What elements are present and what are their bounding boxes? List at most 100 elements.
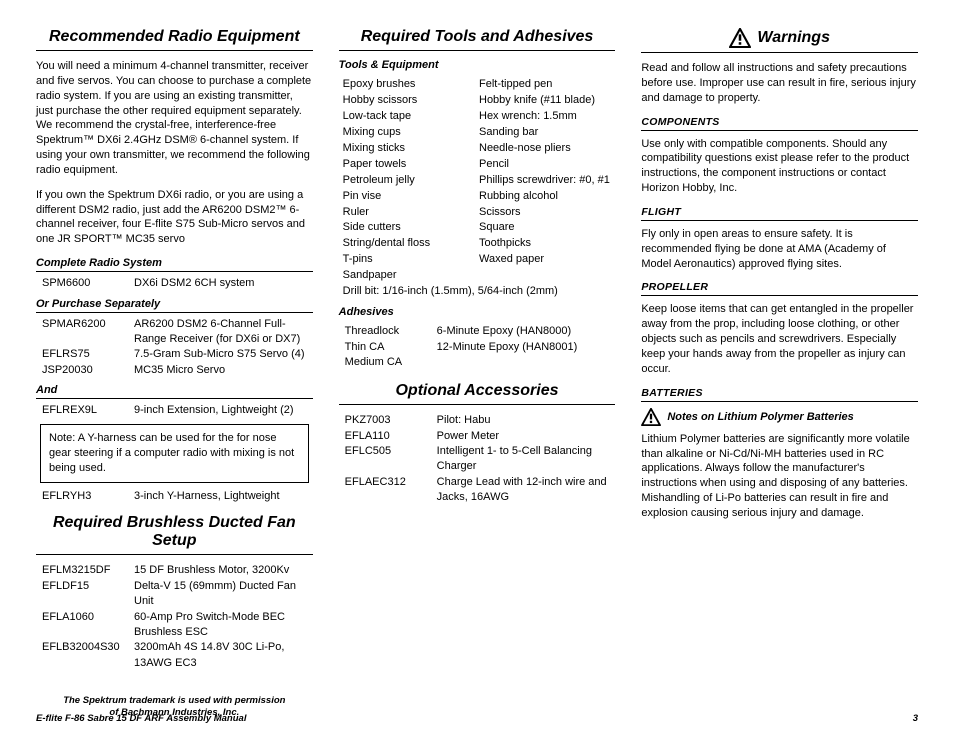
part-desc: Pilot: Habu	[437, 413, 616, 428]
tool-item: Mixing sticks	[343, 141, 479, 157]
components-text: Use only with compatible components. Sho…	[641, 137, 918, 196]
radio-intro-1: You will need a minimum 4-channel transm…	[36, 59, 313, 178]
tool-item: Phillips screwdriver: #0, #1	[479, 173, 615, 189]
part-number: PKZ7003	[339, 413, 437, 428]
note-box: Note: A Y-harness can be used for the fo…	[40, 424, 309, 483]
batteries-text: Lithium Polymer batteries are significan…	[641, 432, 918, 521]
column-1: Recommended Radio Equipment You will nee…	[36, 28, 313, 678]
part-desc: 3-inch Y-Harness, Lightweight	[134, 489, 313, 504]
tool-item: String/dental floss	[343, 236, 479, 252]
note-text: Note: A Y-harness can be used for the fo…	[49, 432, 294, 474]
tool-item: Side cutters	[343, 220, 479, 236]
part-desc: 60-Amp Pro Switch-Mode BEC Brushless ESC	[134, 610, 313, 641]
part-desc: Intelligent 1- to 5-Cell Balancing Charg…	[437, 444, 616, 475]
page-columns: Recommended Radio Equipment You will nee…	[36, 28, 918, 678]
adhesive-desc: 12-Minute Epoxy (HAN8001)	[437, 340, 616, 355]
propeller-text: Keep loose items that can get entangled …	[641, 302, 918, 376]
subhead-complete-radio: Complete Radio System	[36, 257, 313, 272]
subhead-tools-equipment: Tools & Equipment	[339, 59, 616, 73]
tool-item: Scissors	[479, 205, 615, 221]
footer-manual-title: E-flite F-86 Sabre 15 DF ARF Assembly Ma…	[36, 713, 246, 724]
tool-item: Hobby scissors	[343, 93, 479, 109]
tool-item: Pencil	[479, 157, 615, 173]
part-desc: Charge Lead with 12-inch wire and Jacks,…	[437, 475, 616, 506]
tool-item: Needle-nose pliers	[479, 141, 615, 157]
part-number: SPMAR6200	[36, 317, 134, 348]
drill-bit-line: Drill bit: 1/16-inch (1.5mm), 5/64-inch …	[343, 284, 616, 300]
subhead-components: COMPONENTS	[641, 116, 918, 131]
tool-item: Pin vise	[343, 189, 479, 205]
warnings-title: Warnings	[757, 29, 830, 47]
table-row: EFLRYH3 3-inch Y-Harness, Lightweight	[36, 489, 313, 504]
heading-tools-adhesives: Required Tools and Adhesives	[339, 28, 616, 51]
subhead-adhesives: Adhesives	[339, 306, 616, 320]
tool-item: Hex wrench: 1.5mm	[479, 109, 615, 125]
page-footer: E-flite F-86 Sabre 15 DF ARF Assembly Ma…	[36, 713, 918, 724]
table-row: Medium CA	[339, 355, 616, 370]
adhesive-name: Threadlock	[339, 324, 437, 339]
part-desc: 7.5-Gram Sub-Micro S75 Servo (4)	[134, 347, 313, 362]
table-row: EFLA1060 60-Amp Pro Switch-Mode BEC Brus…	[36, 610, 313, 641]
tool-item: Toothpicks	[479, 236, 615, 252]
table-row: PKZ7003 Pilot: Habu	[339, 413, 616, 428]
tool-item: Felt-tipped pen	[479, 77, 615, 93]
part-desc: DX6i DSM2 6CH system	[134, 276, 313, 291]
warning-icon	[641, 408, 661, 426]
table-row: EFLREX9L 9-inch Extension, Lightweight (…	[36, 403, 313, 418]
part-desc: MC35 Micro Servo	[134, 363, 313, 378]
subhead-purchase-separately: Or Purchase Separately	[36, 298, 313, 313]
heading-radio-equipment: Recommended Radio Equipment	[36, 28, 313, 51]
tool-item: Rubbing alcohol	[479, 189, 615, 205]
adhesive-desc	[437, 355, 616, 370]
table-row: SPMAR6200 AR6200 DSM2 6-Channel Full-Ran…	[36, 317, 313, 348]
tool-item: Hobby knife (#11 blade)	[479, 93, 615, 109]
column-3: Warnings Read and follow all instruction…	[641, 28, 918, 678]
tool-item: Waxed paper	[479, 252, 615, 268]
heading-optional-accessories: Optional Accessories	[339, 382, 616, 405]
footer-page-number: 3	[913, 713, 918, 724]
part-number: EFLREX9L	[36, 403, 134, 418]
part-number: EFLM3215DF	[36, 563, 134, 578]
column-2: Required Tools and Adhesives Tools & Equ…	[339, 28, 616, 678]
subhead-propeller: PROPELLER	[641, 281, 918, 296]
part-number: JSP20030	[36, 363, 134, 378]
table-row: SPM6600 DX6i DSM2 6CH system	[36, 276, 313, 291]
table-row: EFLB32004S30 3200mAh 4S 14.8V 30C Li-Po,…	[36, 640, 313, 671]
tool-item: Square	[479, 220, 615, 236]
adhesive-name: Medium CA	[339, 355, 437, 370]
table-row: EFLRS75 7.5-Gram Sub-Micro S75 Servo (4)	[36, 347, 313, 362]
adhesive-desc: 6-Minute Epoxy (HAN8000)	[437, 324, 616, 339]
flight-text: Fly only in open areas to ensure safety.…	[641, 227, 918, 272]
table-row: EFLM3215DF 15 DF Brushless Motor, 3200Kv	[36, 563, 313, 578]
warning-icon	[729, 28, 751, 48]
tool-item: Paper towels	[343, 157, 479, 173]
battery-notes-heading: Notes on Lithium Polymer Batteries	[641, 408, 918, 426]
subhead-batteries: BATTERIES	[641, 387, 918, 402]
table-row: JSP20030 MC35 Micro Servo	[36, 363, 313, 378]
part-number: SPM6600	[36, 276, 134, 291]
tool-item: Low-tack tape	[343, 109, 479, 125]
tool-item: Sandpaper	[343, 268, 479, 284]
part-number: EFLRYH3	[36, 489, 134, 504]
table-row: Threadlock 6-Minute Epoxy (HAN8000)	[339, 324, 616, 339]
tool-item	[479, 268, 615, 284]
tool-item: Petroleum jelly	[343, 173, 479, 189]
tool-item: Mixing cups	[343, 125, 479, 141]
part-number: EFLA110	[339, 429, 437, 444]
table-row: EFLAEC312 Charge Lead with 12-inch wire …	[339, 475, 616, 506]
part-number: EFLC505	[339, 444, 437, 475]
heading-warnings: Warnings	[641, 28, 918, 53]
part-desc: AR6200 DSM2 6-Channel Full-Range Receive…	[134, 317, 313, 348]
part-number: EFLA1060	[36, 610, 134, 641]
battery-notes-title: Notes on Lithium Polymer Batteries	[667, 411, 853, 423]
tool-item: T-pins	[343, 252, 479, 268]
adhesive-name: Thin CA	[339, 340, 437, 355]
table-row: EFLA110 Power Meter	[339, 429, 616, 444]
part-number: EFLRS75	[36, 347, 134, 362]
table-row: EFLC505 Intelligent 1- to 5-Cell Balanci…	[339, 444, 616, 475]
subhead-and: And	[36, 384, 313, 399]
warnings-intro: Read and follow all instructions and saf…	[641, 61, 918, 106]
part-desc: 9-inch Extension, Lightweight (2)	[134, 403, 313, 418]
subhead-flight: FLIGHT	[641, 206, 918, 221]
tool-item: Ruler	[343, 205, 479, 221]
